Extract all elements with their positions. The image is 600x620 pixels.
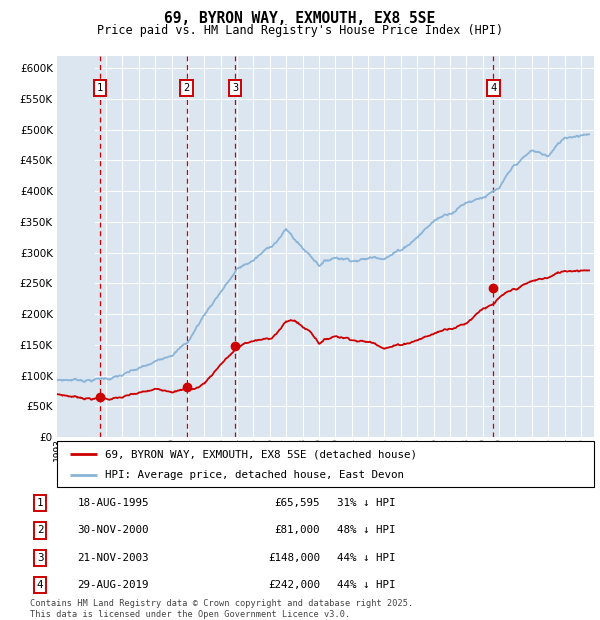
Text: 69, BYRON WAY, EXMOUTH, EX8 5SE (detached house): 69, BYRON WAY, EXMOUTH, EX8 5SE (detache… (106, 449, 418, 459)
Text: 69, BYRON WAY, EXMOUTH, EX8 5SE: 69, BYRON WAY, EXMOUTH, EX8 5SE (164, 11, 436, 26)
FancyBboxPatch shape (57, 441, 594, 487)
Text: 2: 2 (37, 526, 43, 536)
Text: 2: 2 (184, 83, 190, 93)
Text: £65,595: £65,595 (275, 498, 320, 508)
Text: 18-AUG-1995: 18-AUG-1995 (77, 498, 149, 508)
Text: 48% ↓ HPI: 48% ↓ HPI (337, 526, 395, 536)
Text: 29-AUG-2019: 29-AUG-2019 (77, 580, 149, 590)
Text: 3: 3 (232, 83, 238, 93)
Text: 1: 1 (37, 498, 43, 508)
Text: 3: 3 (37, 552, 43, 562)
Text: 21-NOV-2003: 21-NOV-2003 (77, 552, 149, 562)
Text: 4: 4 (37, 580, 43, 590)
Text: 44% ↓ HPI: 44% ↓ HPI (337, 580, 395, 590)
Text: £81,000: £81,000 (275, 526, 320, 536)
Text: 4: 4 (490, 83, 497, 93)
Bar (57, 56, 95, 437)
Text: 31% ↓ HPI: 31% ↓ HPI (337, 498, 395, 508)
Text: HPI: Average price, detached house, East Devon: HPI: Average price, detached house, East… (106, 471, 404, 480)
Text: Price paid vs. HM Land Registry's House Price Index (HPI): Price paid vs. HM Land Registry's House … (97, 24, 503, 37)
Text: 44% ↓ HPI: 44% ↓ HPI (337, 552, 395, 562)
Text: £148,000: £148,000 (268, 552, 320, 562)
Text: 30-NOV-2000: 30-NOV-2000 (77, 526, 149, 536)
Text: £242,000: £242,000 (268, 580, 320, 590)
Text: 1: 1 (97, 83, 103, 93)
Text: Contains HM Land Registry data © Crown copyright and database right 2025.
This d: Contains HM Land Registry data © Crown c… (30, 600, 413, 619)
